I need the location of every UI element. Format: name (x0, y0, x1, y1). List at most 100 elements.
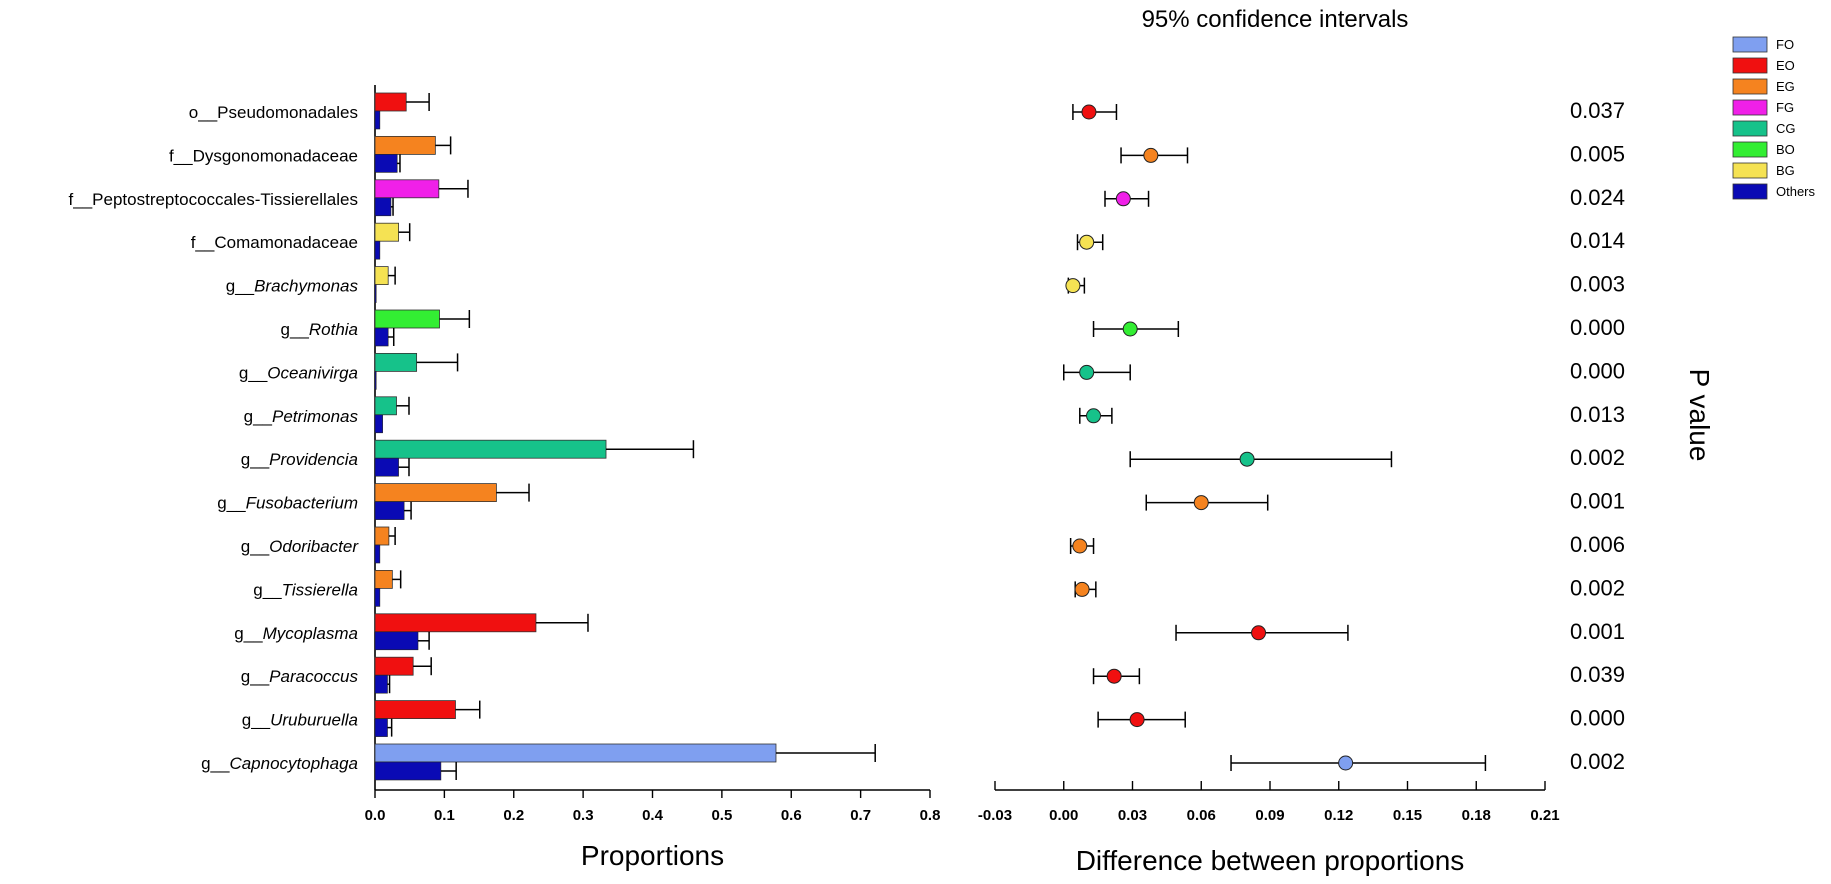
others-bar (374, 327, 389, 347)
category-label: f__Peptostreptococcales-Tissierellales (69, 190, 358, 209)
ci-estimate-point (1079, 234, 1095, 250)
group-bar (374, 743, 777, 763)
category-label: o__Pseudomonadales (189, 103, 358, 122)
category-label: g__Paracoccus (241, 667, 359, 686)
category-prefix: g__ (280, 320, 309, 339)
group-bar (374, 92, 407, 112)
ci-estimate-point (1251, 625, 1267, 641)
p-value: 0.001 (1570, 619, 1625, 644)
legend-swatch (1732, 78, 1768, 95)
bar-x-tick-label: 0.0 (365, 807, 386, 824)
ci-estimate-point (1143, 147, 1159, 163)
ci-estimate-point (1115, 191, 1131, 207)
legend-label: BG (1776, 163, 1795, 178)
category-name: Odoribacter (269, 537, 359, 556)
category-name: Providencia (269, 450, 358, 469)
ci-estimate-point (1072, 538, 1088, 554)
p-value: 0.001 (1570, 489, 1625, 514)
group-bar (374, 613, 537, 633)
p-value: 0.037 (1570, 98, 1625, 123)
others-bar (374, 414, 383, 434)
group-bar (374, 570, 393, 589)
category-label: g__Providencia (241, 450, 358, 469)
category-prefix: g__ (242, 711, 271, 730)
category-prefix: g__ (234, 624, 263, 643)
category-name: Capnocytophaga (229, 754, 358, 773)
group-bar (374, 309, 440, 329)
category-label: g__Fusobacterium (217, 494, 358, 513)
category-name: Peptostreptococcales-Tissierellales (92, 190, 358, 209)
legend-swatch (1732, 141, 1768, 158)
category-label: f__Dysgonomonadaceae (169, 146, 358, 165)
p-value: 0.039 (1570, 662, 1625, 687)
category-name: Comamonadaceae (214, 233, 358, 252)
category-name: Pseudomonadales (217, 103, 358, 122)
others-bar (374, 761, 442, 781)
p-value: 0.000 (1570, 315, 1625, 340)
p-value: 0.002 (1570, 575, 1625, 600)
others-bar (374, 544, 381, 564)
p-value: 0.003 (1570, 272, 1625, 297)
group-bar (374, 179, 440, 199)
legend-label: BO (1776, 142, 1795, 157)
ci-estimate-point (1239, 451, 1255, 467)
bar-x-axis-label: Proportions (581, 840, 724, 871)
ci-estimate-point (1122, 321, 1138, 337)
category-name: Dysgonomonadaceae (193, 146, 358, 165)
legend-swatch (1732, 57, 1768, 74)
ci-estimate-point (1193, 495, 1209, 511)
legend-swatch (1732, 99, 1768, 116)
legend-swatch (1732, 162, 1768, 179)
bar-x-tick-label: 0.4 (642, 807, 664, 824)
group-bar (374, 222, 399, 242)
group-bar (374, 266, 389, 286)
group-bar (374, 526, 390, 546)
ci-x-tick-label: 0.00 (1049, 807, 1078, 824)
p-value: 0.002 (1570, 749, 1625, 774)
ci-x-tick-label: -0.03 (978, 807, 1012, 824)
ci-estimate-point (1129, 712, 1145, 728)
ci-estimate-point (1338, 755, 1354, 771)
others-bar (374, 197, 392, 217)
ci-estimate-point (1086, 408, 1102, 424)
others-bar (374, 674, 388, 694)
category-prefix: g__ (241, 450, 270, 469)
ci-plot-title: 95% confidence intervals (1142, 6, 1409, 33)
category-name: Oceanivirga (267, 363, 358, 382)
category-name: Tissierella (282, 580, 358, 599)
others-bar (374, 284, 377, 303)
category-prefix: f__ (69, 190, 93, 209)
category-label: g__Rothia (280, 320, 358, 339)
category-label: g__Mycoplasma (234, 624, 358, 643)
confidence-interval-plot: 95% confidence intervals -0.03 0.00 0.03 0.… (978, 6, 1560, 876)
category-prefix: g__ (253, 580, 282, 599)
ci-estimate-point (1081, 104, 1097, 120)
legend: FO EO EG FG CG BO BG Others (1732, 36, 1816, 200)
p-value: 0.002 (1570, 445, 1625, 470)
bar-x-tick-label: 0.6 (781, 807, 802, 824)
category-name: Rothia (309, 320, 358, 339)
category-label: g__Tissierella (253, 580, 358, 599)
p-value: 0.014 (1570, 228, 1625, 253)
group-bar (374, 483, 497, 503)
others-bar (374, 631, 419, 651)
category-prefix: g__ (241, 667, 270, 686)
p-value-column: P value 0.037 0.005 0.024 0.014 0.003 0.000 0.… (1570, 98, 1715, 774)
legend-label: Others (1776, 184, 1816, 199)
legend-swatch (1732, 120, 1768, 137)
group-bar (374, 135, 436, 155)
category-prefix: g__ (201, 754, 230, 773)
bar-x-tick-label: 0.7 (850, 807, 871, 824)
category-prefix: g__ (217, 494, 246, 513)
ci-estimate-point (1106, 668, 1122, 684)
category-name: Uruburuella (270, 711, 358, 730)
legend-label: CG (1776, 121, 1796, 136)
ci-x-tick-label: 0.15 (1393, 807, 1422, 824)
p-value: 0.000 (1570, 706, 1625, 731)
category-label: g__Odoribacter (241, 537, 360, 556)
legend-label: FO (1776, 37, 1794, 52)
p-value-axis-label: P value (1684, 369, 1715, 462)
category-label: g__Brachymonas (226, 277, 359, 296)
bar-x-tick-label: 0.1 (434, 807, 455, 824)
